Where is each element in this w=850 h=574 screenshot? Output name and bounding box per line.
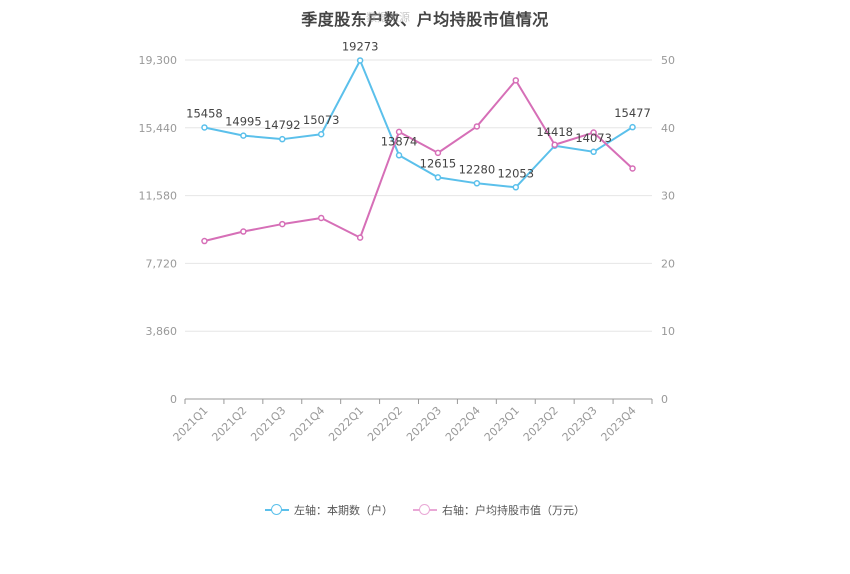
x-tick-label: 2021Q4	[287, 404, 327, 444]
data-point	[590, 129, 597, 136]
legend-label-avg-value: 右轴：户均持股市值（万元）	[442, 504, 585, 517]
data-label: 12053	[497, 166, 534, 180]
x-tick-label: 2023Q2	[521, 404, 561, 444]
data-point	[279, 135, 286, 143]
chart-legend: 左轴：本期数（户） 右轴：户均持股市值（万元）	[0, 502, 850, 518]
legend-item-households[interactable]: 左轴：本期数（户）	[265, 502, 393, 518]
x-tick-label: 2023Q3	[560, 404, 600, 444]
legend-swatch-households	[265, 503, 289, 517]
left-tick-label: 3,860	[146, 325, 178, 338]
x-tick-label: 2022Q1	[326, 404, 366, 444]
series-line-avg-value	[204, 79, 634, 242]
left-tick-label: 11,580	[139, 190, 178, 203]
data-point	[512, 184, 520, 191]
data-point	[317, 130, 325, 138]
legend-item-avg-value[interactable]: 右轴：户均持股市值（万元）	[413, 502, 585, 518]
data-label: 14073	[575, 131, 612, 145]
x-tick-label: 2023Q4	[599, 404, 639, 444]
data-point	[473, 123, 481, 130]
right-tick-label: 10	[661, 325, 675, 338]
x-tick-label: 2023Q1	[482, 404, 522, 444]
watermark: 数据来源	[366, 11, 410, 24]
chart-title: 季度股东户数、户均持股市值情况 数据来源	[0, 6, 850, 30]
series-line-households	[204, 59, 634, 189]
data-point	[279, 220, 286, 228]
data-label: 13874	[381, 134, 418, 148]
left-tick-label: 0	[170, 393, 177, 406]
data-point	[240, 132, 247, 139]
data-point	[356, 57, 364, 64]
data-point	[395, 128, 403, 136]
data-label: 12615	[420, 156, 457, 170]
data-point	[629, 165, 636, 172]
x-tick-label: 2021Q3	[248, 404, 288, 444]
right-tick-label: 20	[661, 257, 675, 270]
data-label: 15477	[614, 106, 651, 120]
right-tick-label: 40	[661, 122, 675, 135]
x-tick-label: 2021Q2	[209, 404, 249, 444]
data-label: 19273	[342, 39, 379, 53]
data-point	[629, 123, 636, 131]
data-point	[240, 228, 247, 235]
x-tick-label: 2022Q4	[443, 404, 483, 444]
left-tick-label: 7,720	[146, 257, 178, 270]
data-label: 14792	[264, 118, 301, 132]
x-tick-label: 2021Q1	[171, 404, 211, 444]
data-label: 15458	[186, 106, 223, 120]
data-point	[434, 149, 442, 157]
data-point	[395, 152, 403, 159]
chart-title-text: 季度股东户数、户均持股市值情况	[301, 10, 549, 29]
data-label: 14995	[225, 115, 262, 129]
data-label: 12280	[459, 162, 496, 176]
data-point	[590, 148, 597, 156]
right-tick-label: 0	[661, 393, 668, 406]
data-point	[473, 180, 481, 187]
left-tick-label: 19,300	[139, 54, 178, 67]
data-point	[551, 141, 558, 148]
data-point	[512, 77, 520, 84]
x-tick-label: 2022Q3	[404, 404, 444, 444]
right-tick-label: 50	[661, 54, 675, 67]
data-label: 14418	[536, 125, 573, 139]
data-point	[201, 124, 208, 131]
data-point	[434, 174, 442, 181]
data-label: 15073	[303, 113, 340, 127]
legend-label-households: 左轴：本期数（户）	[294, 504, 393, 517]
right-tick-label: 30	[661, 190, 675, 203]
data-point	[317, 214, 325, 222]
data-point	[356, 234, 364, 241]
x-tick-label: 2022Q2	[365, 404, 405, 444]
data-point	[201, 237, 208, 245]
legend-swatch-avg-value	[413, 503, 437, 517]
left-tick-label: 15,440	[139, 122, 178, 135]
